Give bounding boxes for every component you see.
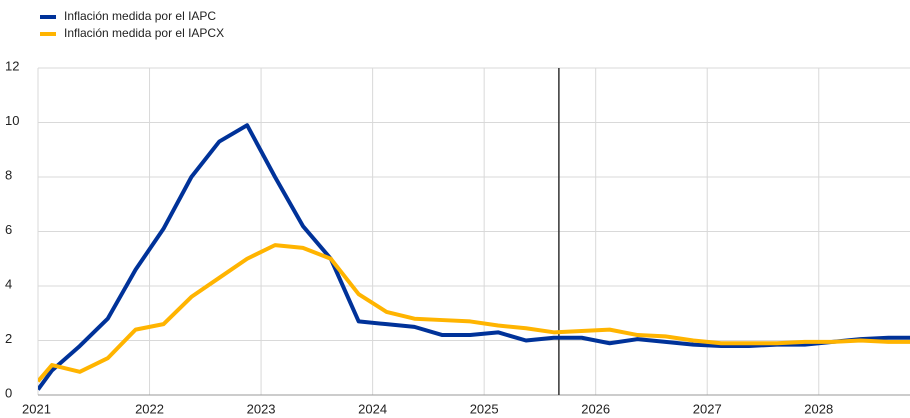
x-tick-label: 2025 <box>470 401 499 416</box>
x-tick-label: 2027 <box>693 401 722 416</box>
legend-label: Inflación medida por el IAPC <box>64 9 216 23</box>
y-tick-label: 10 <box>5 113 19 128</box>
x-tick-label: 2022 <box>135 401 164 416</box>
legend-label: Inflación medida por el IAPCX <box>64 26 224 40</box>
x-tick-label: 2024 <box>358 401 387 416</box>
y-tick-label: 6 <box>5 222 12 237</box>
series-line <box>38 123 910 391</box>
series-line <box>38 243 910 383</box>
x-tick-label: 2023 <box>247 401 276 416</box>
y-tick-label: 0 <box>5 385 12 400</box>
x-tick-label: 2021 <box>22 401 51 416</box>
x-tick-label: 2026 <box>581 401 610 416</box>
y-tick-label: 4 <box>5 276 12 291</box>
y-tick-label: 8 <box>5 167 12 182</box>
legend: Inflación medida por el IAPC Inflación me… <box>40 9 224 40</box>
x-tick-label: 2028 <box>804 401 833 416</box>
y-tick-label: 12 <box>5 58 19 73</box>
y-tick-label: 2 <box>5 331 12 346</box>
